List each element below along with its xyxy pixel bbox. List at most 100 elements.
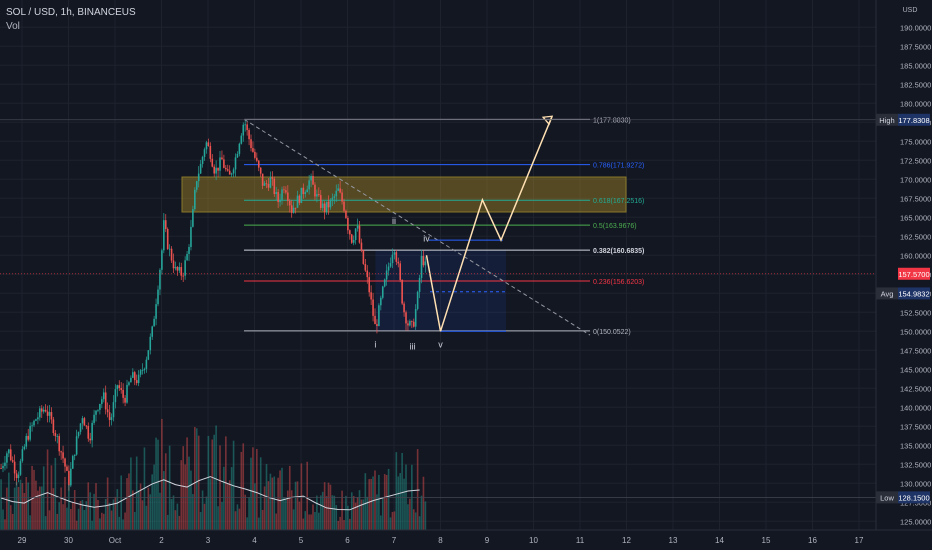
volume-bar [4,519,6,530]
candle-body [23,446,26,450]
time-tick-label: 3 [206,536,211,545]
volume-bar [6,487,8,530]
volume-bar [234,511,237,530]
candle-body [296,195,299,208]
candle-body [391,254,394,264]
candle-body [292,207,295,213]
candle-body [325,201,328,213]
volume-bar [354,502,357,530]
volume-bar [135,456,138,530]
candle-body [232,169,235,174]
price-tag-value: 154.9832 [898,289,929,298]
fib-label: 0.618(167.2516) [593,198,644,205]
candle-body [164,220,167,229]
volume-bar [306,461,308,530]
candle-body [424,261,427,266]
candle-body [102,392,105,400]
volume-bar [172,495,175,530]
volume-bar [93,493,95,530]
candle-body [337,188,339,191]
candle-body [188,246,190,254]
candle-body [316,194,318,197]
candle-body [411,321,413,322]
candle-body [254,151,256,158]
candle-body [159,269,161,290]
candle-body [256,157,258,161]
time-axis: 29 30 Oct 2 3 4 5 6 7 8 9 10 11 12 13 14 15 16 17 [18,536,864,545]
volume-bar [360,499,363,530]
candle-body [263,183,266,186]
candle-body [368,277,370,293]
volume-bar [250,457,252,530]
candle-body [21,449,24,461]
candle-body [87,426,90,439]
candle-body [283,189,285,191]
candle-body [401,279,403,304]
candle-body [223,159,225,168]
candle-body [314,184,316,197]
candle-body [319,195,322,208]
volume-bar [106,477,109,530]
volume-bar [211,439,214,530]
volume-bar [46,449,49,530]
volume-bar [257,517,260,530]
volume-bar [368,479,370,530]
volume-bar [370,478,372,530]
volume-bar [21,483,24,530]
volume-bar [244,494,246,530]
volume-bar [170,499,173,530]
volume-bar [0,479,2,530]
volume-bar [137,490,140,530]
volume-bar [283,497,285,530]
volume-bar [164,453,167,530]
candle-body [4,462,6,466]
volume-bar [316,495,318,530]
candle-body [56,436,59,437]
candle-body [271,177,274,179]
volume-bar [304,511,307,530]
volume-bar [104,498,107,530]
candle-body [120,388,122,390]
volume-bar [380,515,382,530]
candle-body [17,474,20,479]
volume-bar [71,502,74,530]
volume-bar [308,514,310,530]
time-tick-label: 8 [438,536,443,545]
volume-bar [273,476,276,530]
candle-body [403,303,405,313]
volume-bar [147,487,150,530]
candle-body [306,189,308,193]
price-tag-value: 157.5700 [898,270,929,279]
candle-body [40,408,43,412]
candle-body [9,449,12,461]
volume-bar [8,472,10,530]
volume-bar [190,470,192,530]
candle-body [33,420,35,426]
volume-bar [31,465,33,530]
symbol-title[interactable]: SOL / USD, 1h, BINANCEUS [6,7,136,18]
volume-bar [166,514,169,530]
candle-body [42,409,45,412]
time-tick-label: 11 [576,536,585,545]
candle-body [201,156,204,164]
candle-body [242,124,245,136]
price-axis: 125.0000127.5000130.0000132.5000135.0000… [900,7,931,526]
candle-body [250,139,252,149]
volume-bar [422,476,425,530]
volume-bar [356,497,359,530]
volume-bar [341,490,343,530]
wave-label-iii: iii [410,342,416,352]
candle-body [112,402,115,418]
candle-body [172,260,175,269]
volume-bar [64,476,66,530]
candle-body [46,411,49,416]
volume-bar [66,507,68,530]
candle-body [358,225,361,243]
volume-bar [128,473,130,530]
volume-bar [277,477,279,530]
candle-body [137,374,140,384]
volume-bar [378,474,380,530]
candle-body [118,385,121,389]
volume-bar [180,460,183,530]
